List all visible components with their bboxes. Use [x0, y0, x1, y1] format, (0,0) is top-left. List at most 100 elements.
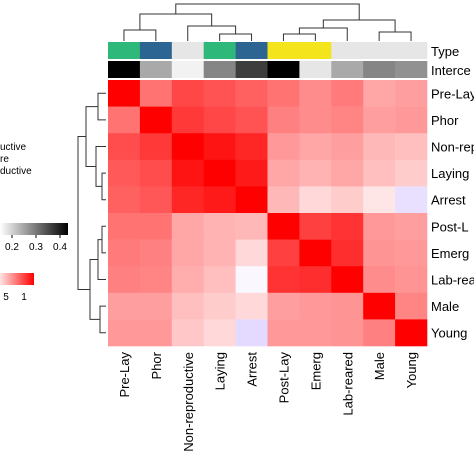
- heatmap-cell-9-7: [331, 319, 364, 347]
- heatmap-cell-1-4: [235, 106, 268, 134]
- heatmap-cell-1-3: [203, 106, 236, 134]
- value-color-bar: [0, 273, 34, 285]
- heatmap-cell-7-1: [139, 266, 173, 294]
- row-label: Non-rep: [431, 140, 474, 155]
- type-legend-entry: uctive: [0, 142, 27, 153]
- heatmap-cell-2-3: [203, 133, 236, 161]
- heatmap-cell-6-5: [267, 239, 300, 267]
- heatmap-cell-3-9: [395, 159, 428, 187]
- dendrogram-branch: [175, 3, 360, 20]
- heatmap-cell-9-2: [171, 319, 204, 347]
- heatmap-cell-4-4: [235, 186, 268, 214]
- heatmap-cell-2-8: [363, 133, 396, 161]
- heatmap-cell-2-0: [108, 133, 141, 161]
- dendrogram-branch: [95, 146, 106, 187]
- heatmap-cell-2-5: [267, 133, 300, 161]
- heatmap-cell-1-5: [267, 106, 300, 134]
- type-annotation-cell-4: [235, 42, 268, 59]
- heatmap-cell-5-0: [108, 213, 141, 240]
- heatmap-cell-5-2: [171, 213, 204, 240]
- intercept-annotation-cell-7: [331, 61, 364, 78]
- heatmap-cell-1-7: [331, 106, 364, 134]
- heatmap-cell-4-7: [331, 186, 364, 214]
- heatmap-cell-0-8: [363, 80, 396, 107]
- heatmap-cell-4-6: [299, 186, 332, 214]
- row-label: Male: [431, 299, 459, 314]
- heatmap-cell-8-5: [267, 292, 300, 320]
- heatmap-cell-8-9: [395, 292, 428, 320]
- column-label: Phor: [149, 351, 164, 379]
- heatmap-cell-2-7: [331, 133, 364, 161]
- heatmap-cell-8-0: [108, 292, 141, 320]
- heatmap-cell-4-3: [203, 186, 236, 214]
- heatmap-cell-1-9: [395, 106, 428, 134]
- heatmap-cell-5-7: [331, 213, 364, 240]
- type-legend-entry: re: [0, 154, 9, 165]
- heatmap-cell-5-5: [267, 213, 300, 240]
- heatmap-cell-2-6: [299, 133, 332, 161]
- intercept-annotation-label: Interce: [431, 63, 471, 78]
- column-label: Arrest: [245, 352, 260, 387]
- type-annotation-label: Type: [431, 44, 459, 59]
- value-legend-tick: 5: [3, 292, 9, 303]
- heatmap-cell-1-0: [108, 106, 141, 134]
- heatmap-cell-8-3: [203, 292, 236, 320]
- type-annotation-cell-6: [299, 42, 332, 59]
- heatmap-cell-5-6: [299, 213, 332, 240]
- intercept-annotation-cell-4: [235, 61, 268, 78]
- row-label: Post-L: [431, 219, 469, 234]
- type-annotation-cell-1: [139, 42, 173, 59]
- heatmap-cell-6-8: [363, 239, 396, 267]
- intercept-color-bar: [0, 223, 68, 235]
- column-label: Male: [372, 352, 387, 380]
- heatmap-cell-7-7: [331, 266, 364, 294]
- heatmap-cell-9-6: [299, 319, 332, 347]
- type-annotation-cell-0: [108, 42, 141, 59]
- intercept-legend-tick: 0.3: [29, 242, 43, 253]
- column-labels: Pre-Lay Phor Non-reproductive Laying Arrest P…: [117, 351, 419, 451]
- heatmap-cell-0-2: [171, 80, 204, 107]
- heatmap-cell-3-5: [267, 159, 300, 187]
- intercept-annotation-cell-3: [203, 61, 236, 78]
- dendrogram-branch: [322, 19, 396, 32]
- column-label: Young: [404, 352, 419, 388]
- heatmap-cell-5-1: [139, 213, 173, 240]
- dendrogram-branch: [219, 33, 253, 41]
- heatmap-cell-4-5: [267, 186, 300, 214]
- value-legend-tick: 1: [21, 292, 27, 303]
- column-label: Non-reproductive: [181, 352, 196, 452]
- dendrogram-branch: [139, 13, 213, 30]
- heatmap-cell-0-6: [299, 80, 332, 107]
- dendrogram-branch: [123, 29, 157, 41]
- type-annotation-cell-9: [395, 42, 428, 59]
- heatmap-cell-1-6: [299, 106, 332, 134]
- intercept-annotation-cell-9: [395, 61, 428, 78]
- intercept-annotation-cell-1: [139, 61, 173, 78]
- heatmap-cell-8-4: [235, 292, 268, 320]
- column-label: Lab-reared: [340, 352, 355, 416]
- heatmap-cell-0-0: [108, 80, 141, 107]
- heatmap-cell-2-2: [171, 133, 204, 161]
- heatmap-cell-8-8: [363, 292, 396, 320]
- intercept-annotation-cell-6: [299, 61, 332, 78]
- heatmap-cell-7-8: [363, 266, 396, 294]
- dendrogram-branch: [101, 225, 106, 254]
- row-label: Lab-rea: [431, 273, 474, 288]
- column-dendrogram: [123, 3, 412, 41]
- heatmap-cell-7-3: [203, 266, 236, 294]
- heatmap-cell-6-2: [171, 239, 204, 267]
- heatmap-cell-3-8: [363, 159, 396, 187]
- heatmap-cell-6-3: [203, 239, 236, 267]
- heatmap-cell-0-9: [395, 80, 428, 107]
- column-annotations: [108, 42, 428, 78]
- heatmap-cell-6-0: [108, 239, 141, 267]
- heatmap-cell-1-2: [171, 106, 204, 134]
- heatmap-cell-0-1: [139, 80, 173, 107]
- dendrogram-branch: [282, 33, 316, 41]
- annotation-labels: Type Interce: [431, 44, 471, 78]
- heatmap-cell-9-8: [363, 319, 396, 347]
- column-label: Pre-Lay: [117, 352, 132, 398]
- heatmap-cell-5-3: [203, 213, 236, 240]
